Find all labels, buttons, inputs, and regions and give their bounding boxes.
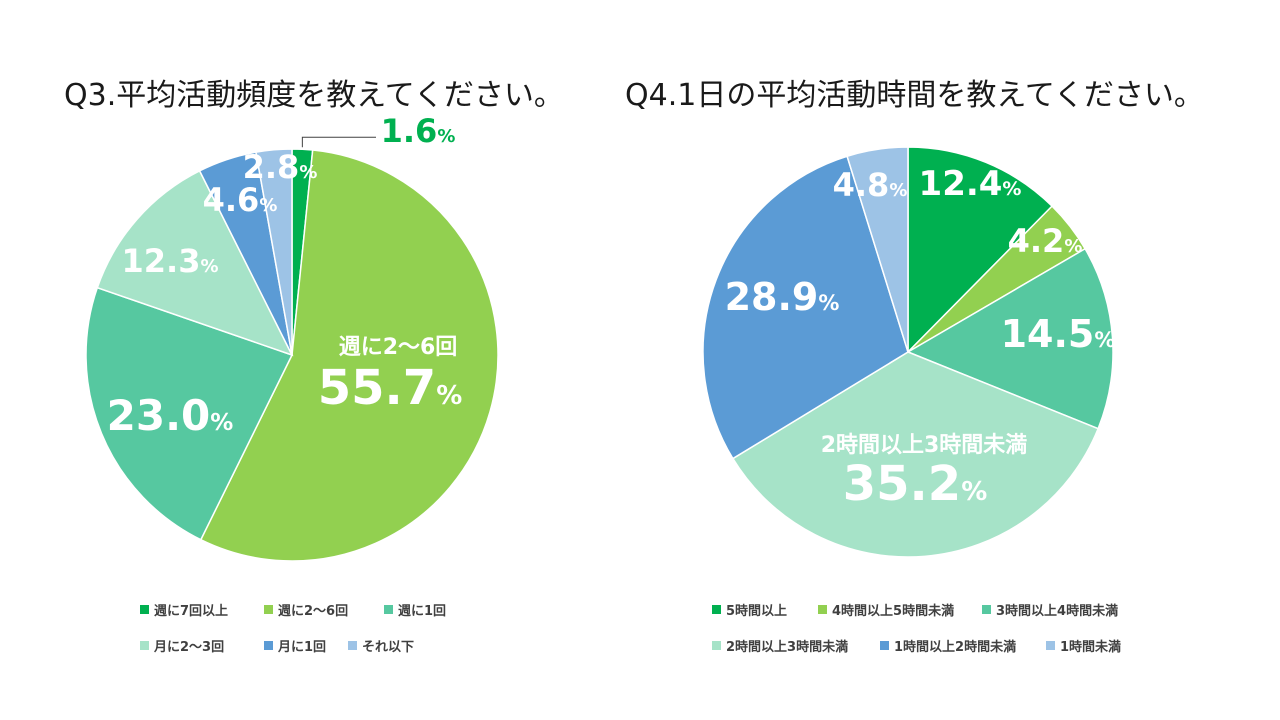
- legend-label: 1時間以上2時間未満: [894, 640, 1017, 655]
- legend-swatch: [348, 641, 357, 650]
- data-label: 55.7%: [318, 360, 463, 416]
- data-label: 12.4%: [919, 164, 1022, 204]
- legend-item: 月に1回: [264, 636, 326, 655]
- legend-item: 月に2〜3回: [140, 636, 224, 655]
- legend-label: 5時間以上: [726, 604, 788, 619]
- chart-title-q4: Q4.1日の平均活動時間を教えてください。: [625, 78, 1204, 114]
- legend-label: 4時間以上5時間未満: [832, 604, 955, 619]
- data-label: 14.5%: [1001, 312, 1116, 356]
- pie-slice: [199, 149, 499, 562]
- legend-item: 5時間以上: [712, 600, 787, 619]
- legend-item: 3時間以上4時間未満: [982, 600, 1118, 619]
- legend-item: 1時間未満: [1046, 636, 1121, 655]
- data-label: 12.3%: [122, 242, 219, 280]
- legend-swatch: [384, 605, 393, 614]
- legend-swatch: [982, 605, 991, 614]
- legend-label: 月に2〜3回: [154, 640, 225, 655]
- legend-label: 3時間以上4時間未満: [996, 604, 1119, 619]
- pie-slice: [906, 247, 1114, 430]
- legend-swatch: [140, 605, 149, 614]
- legend-swatch: [140, 641, 149, 650]
- legend-label: それ以下: [362, 640, 415, 655]
- leader-line: [301, 136, 376, 148]
- pie-slice: [255, 148, 293, 356]
- legend-swatch: [264, 605, 273, 614]
- legend-label: 2時間以上3時間未満: [726, 640, 849, 655]
- legend-label: 週に2〜6回: [278, 604, 349, 619]
- legend-item: 週に7回以上: [140, 600, 228, 619]
- data-label: 2.8%: [243, 148, 318, 186]
- legend-swatch: [818, 605, 827, 614]
- legend-item: 週に2〜6回: [264, 600, 348, 619]
- legend-item: それ以下: [348, 636, 414, 655]
- pie-q3: [85, 136, 499, 562]
- slice-category-label: 週に2〜6回: [339, 335, 458, 360]
- data-label: 35.2%: [843, 456, 988, 512]
- data-label: 28.9%: [725, 275, 840, 319]
- pie-slice: [846, 146, 909, 353]
- pie-q4: [702, 146, 1114, 558]
- legend-swatch: [1046, 641, 1055, 650]
- legend-item: 1時間以上2時間未満: [880, 636, 1016, 655]
- data-label: 4.6%: [203, 181, 278, 219]
- legend-label: 週に7回以上: [154, 604, 229, 619]
- chart-title-q3: Q3.平均活動頻度を教えてください。: [64, 78, 564, 114]
- data-label: 4.2%: [1008, 222, 1083, 260]
- legend-swatch: [880, 641, 889, 650]
- pie-slice: [85, 286, 294, 541]
- legend-label: 月に1回: [278, 640, 327, 655]
- legend-swatch: [712, 641, 721, 650]
- legend-swatch: [712, 605, 721, 614]
- legend-item: 週に1回: [384, 600, 446, 619]
- data-label: 4.8%: [833, 166, 908, 204]
- legend-swatch: [264, 641, 273, 650]
- slice-category-label: 2時間以上3時間未満: [821, 432, 1028, 458]
- pie-slice: [907, 146, 1054, 354]
- data-label: 1.6%: [381, 112, 456, 150]
- data-label: 23.0%: [107, 391, 234, 440]
- legend-label: 週に1回: [398, 604, 447, 619]
- legend-item: 2時間以上3時間未満: [712, 636, 848, 655]
- pie-slice: [702, 155, 909, 460]
- pie-slice: [96, 169, 294, 357]
- legend-item: 4時間以上5時間未満: [818, 600, 954, 619]
- legend-label: 1時間未満: [1060, 640, 1122, 655]
